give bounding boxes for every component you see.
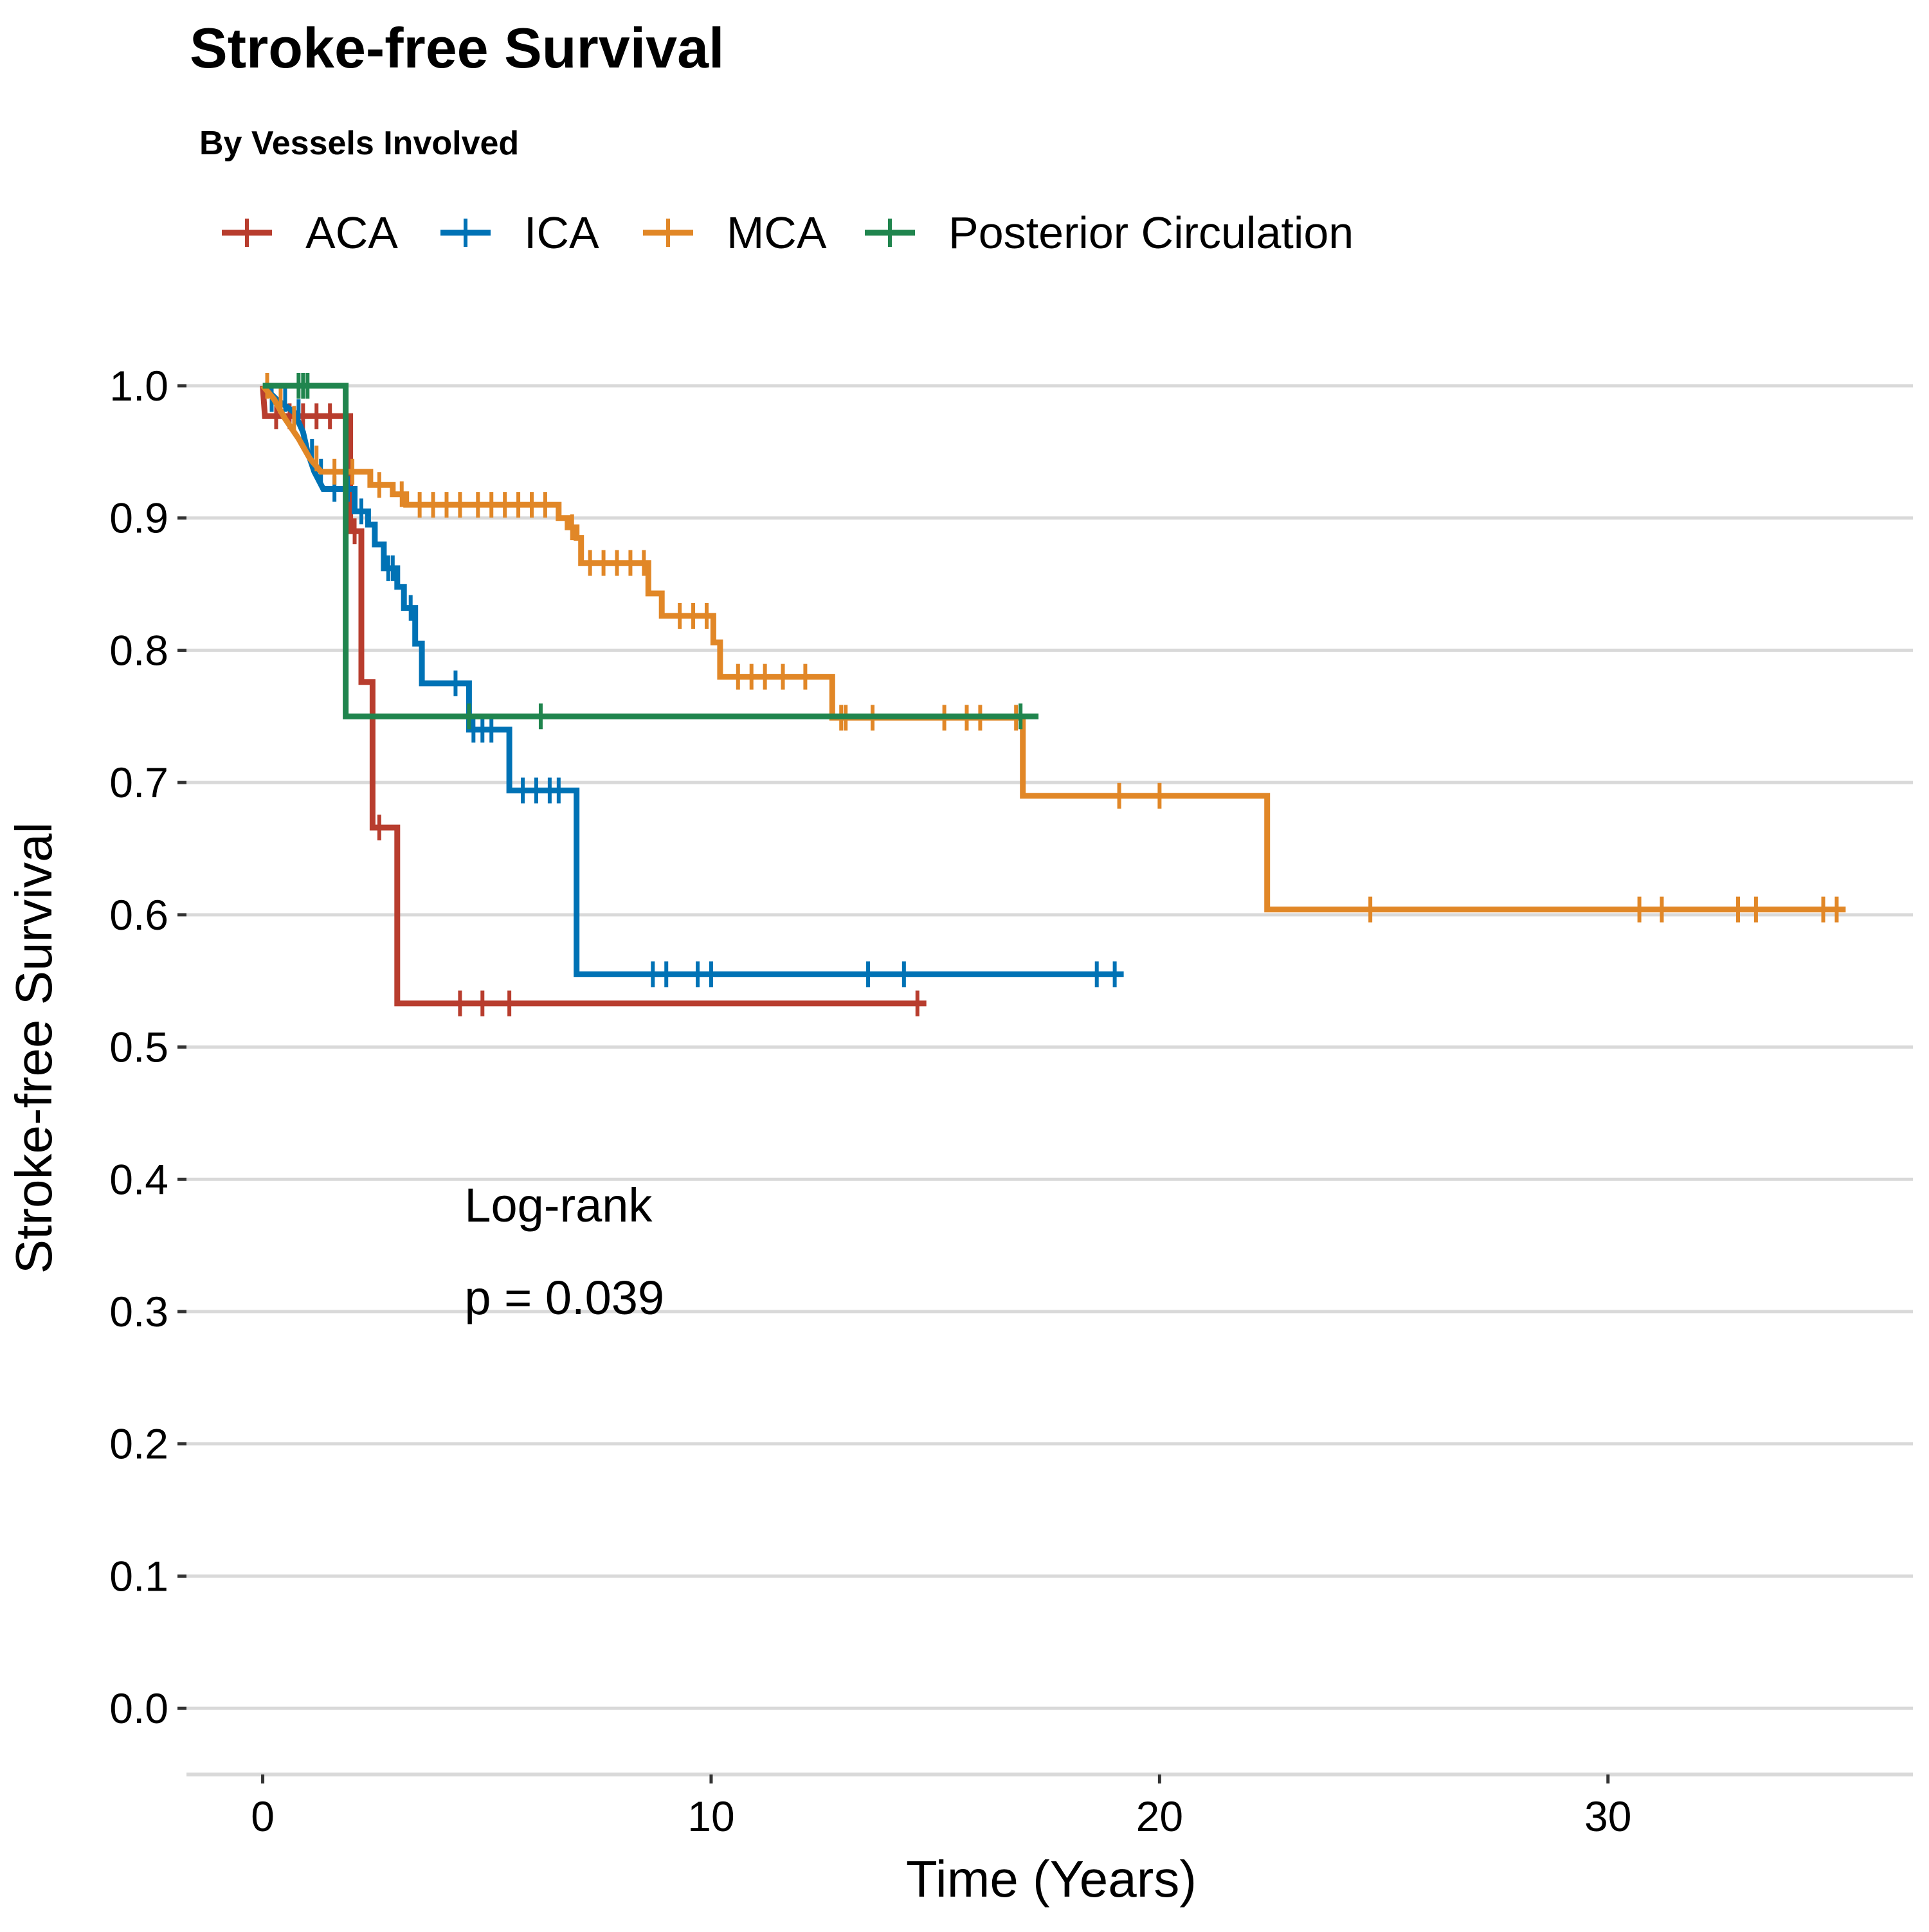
- legend-label: MCA: [727, 208, 827, 258]
- series-aca: [260, 385, 927, 1016]
- x-axis-label: Time (Years): [906, 1850, 1197, 1908]
- y-tick-label: 0.9: [109, 494, 168, 542]
- axes: 0.0 0.1 0.2 0.3 0.4 0.5 0.6 0.7 0.8 0.9 1.0 0 10 20 30: [109, 362, 1913, 1840]
- y-tick-label: 0.5: [109, 1024, 168, 1071]
- legend-item-posterior-circulation: Posterior Circulation: [865, 208, 1354, 258]
- legend-label: Posterior Circulation: [948, 208, 1354, 258]
- y-tick-label: 0.6: [109, 891, 168, 939]
- series-ica: [260, 383, 1124, 988]
- y-tick-label: 0.3: [109, 1288, 168, 1335]
- y-tick-label: 0.8: [109, 626, 168, 674]
- series-layer: [260, 373, 1846, 1016]
- log-rank-annotation: Log-rank p = 0.039: [464, 1178, 664, 1324]
- series-posterior-circulation: [262, 373, 1039, 730]
- chart-title: Stroke-free Survival: [190, 16, 725, 80]
- legend: ACA ICA MCA Posterior Circulation: [222, 208, 1354, 258]
- x-tick-label: 10: [687, 1792, 734, 1840]
- legend-label: ACA: [305, 208, 398, 258]
- y-axis-label: Stroke-free Survival: [5, 822, 62, 1274]
- legend-item-ica: ICA: [440, 208, 599, 258]
- series-line-posterior-circulation: [262, 383, 1039, 719]
- annotation-p-value: p = 0.039: [464, 1271, 664, 1324]
- y-tick-label: 1.0: [109, 362, 168, 410]
- grid-lines: [186, 384, 1913, 1710]
- y-tick-label: 0.1: [109, 1552, 168, 1600]
- x-tick-label: 20: [1136, 1792, 1183, 1840]
- series-mca: [260, 373, 1846, 923]
- y-tick-label: 0.0: [109, 1684, 168, 1732]
- y-tick-label: 0.2: [109, 1420, 168, 1468]
- annotation-log-rank: Log-rank: [464, 1178, 653, 1232]
- legend-item-mca: MCA: [643, 208, 827, 258]
- legend-label: ICA: [524, 208, 599, 258]
- series-line-mca: [260, 384, 1846, 913]
- series-line-ica: [260, 383, 1124, 977]
- chart-subtitle: By Vessels Involved: [199, 125, 519, 162]
- y-tick-label: 0.4: [109, 1155, 168, 1203]
- series-line-aca: [260, 385, 927, 1007]
- x-tick-label: 30: [1584, 1792, 1631, 1840]
- legend-item-aca: ACA: [222, 208, 398, 258]
- x-tick-label: 0: [251, 1792, 275, 1840]
- y-tick-label: 0.7: [109, 759, 168, 806]
